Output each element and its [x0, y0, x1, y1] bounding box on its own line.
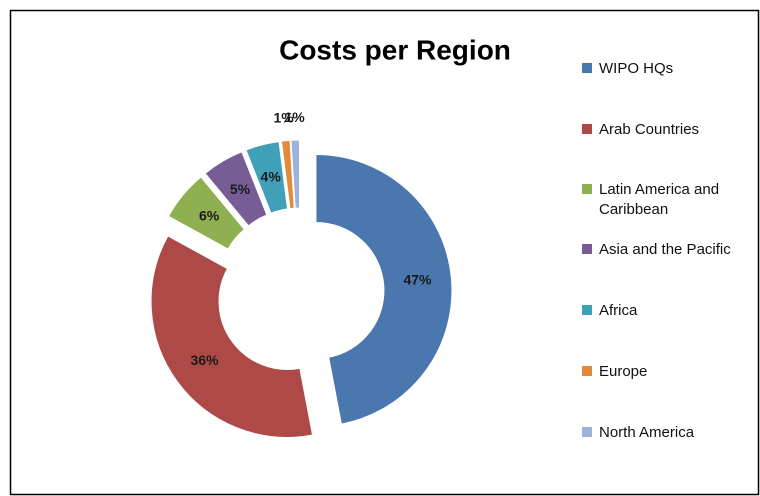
legend-item: Asia and the Pacific [582, 240, 750, 260]
legend-swatch [582, 427, 592, 437]
legend-label: Latin America and Caribbean [599, 181, 720, 218]
donut-slice [167, 176, 246, 250]
data-label: 1% [284, 109, 305, 125]
legend-item: WIPO HQs [582, 59, 750, 79]
data-label: 47% [403, 272, 432, 288]
legend-label: Africa [599, 302, 638, 319]
donut-slice [150, 235, 314, 438]
legend-swatch [582, 184, 592, 194]
legend-swatch [582, 124, 592, 134]
legend-swatch [582, 305, 592, 315]
legend-label: Arab Countries [599, 121, 700, 138]
donut-slice [315, 153, 453, 425]
donut-slice [280, 139, 295, 210]
data-label: 1% [274, 109, 295, 125]
legend-item: Europe [582, 362, 750, 382]
chart-border [9, 9, 760, 496]
donut-slice [204, 151, 268, 227]
legend-item: Latin America and Caribbean [582, 180, 750, 220]
donut-slice [290, 139, 300, 209]
legend-label: Asia and the Pacific [599, 241, 731, 258]
legend-label: North America [599, 424, 695, 441]
legend-swatch [582, 63, 592, 73]
legend-label: Europe [599, 363, 648, 380]
legend-label: WIPO HQs [599, 60, 674, 77]
donut-slice [245, 141, 289, 214]
legend-swatch [582, 366, 592, 376]
data-label: 5% [230, 181, 251, 197]
chart-title: Costs per Region [279, 34, 511, 65]
legend-item: Africa [582, 301, 750, 321]
data-label: 6% [199, 207, 220, 223]
data-label: 36% [191, 352, 220, 368]
data-label: 4% [261, 168, 282, 184]
legend-swatch [582, 244, 592, 254]
legend-item: Arab Countries [582, 120, 750, 140]
legend-item: North America [582, 423, 750, 443]
